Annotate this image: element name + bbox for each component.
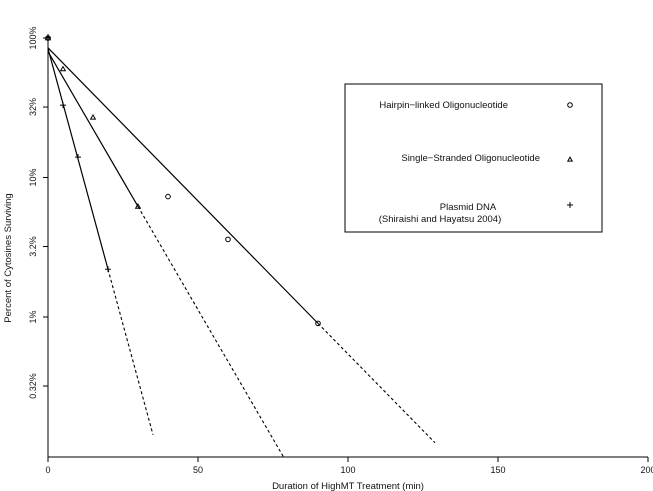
legend-label-single-stranded: Single−Stranded Oligonucleotide: [401, 153, 540, 164]
legend-marker-plus: [567, 202, 573, 208]
legend-marker-circle: [567, 102, 573, 108]
legend-box: [344, 83, 603, 233]
data-point-triangle: [89, 114, 97, 120]
legend-marker-triangle: [566, 156, 574, 162]
fit-line-solid: [47, 51, 139, 207]
legend-label-plasmid: Plasmid DNA: [440, 202, 497, 213]
axes: 0 50 100 150 200 100% 32% 10% 3.2% 1% 0.32%: [28, 26, 653, 475]
plot-area: [44, 34, 436, 458]
fit-line-dashed: [317, 322, 436, 444]
x-tick-label: 0: [45, 465, 50, 475]
y-axis-label: Percent of Cytosines Surviving: [3, 193, 14, 322]
y-tick-label: 32%: [28, 98, 38, 116]
x-tick-label: 150: [490, 465, 505, 475]
data-point-circle: [315, 320, 321, 327]
y-tick-label: 1%: [28, 310, 38, 323]
x-tick-label: 50: [193, 465, 203, 475]
x-tick-label: 100: [340, 465, 355, 475]
legend-label-hairpin: Hairpin−linked Oligonucleotide: [379, 100, 508, 111]
fit-line-solid: [47, 47, 319, 324]
data-point-circle: [165, 193, 171, 200]
legend: Hairpin−linked Oligonucleotide Single−St…: [344, 83, 603, 233]
data-point-triangle: [134, 203, 142, 209]
y-tick-label: 0.32%: [28, 373, 38, 399]
data-point-circle: [225, 236, 231, 243]
x-axis-label: Duration of HighMT Treatment (min): [272, 481, 424, 491]
fit-line-dashed: [137, 206, 285, 458]
x-tick-label: 200: [640, 465, 653, 475]
y-tick-label: 100%: [28, 26, 38, 49]
y-tick-label: 10%: [28, 168, 38, 186]
fit-line-dashed: [107, 269, 154, 435]
y-tick-label: 3.2%: [28, 236, 38, 257]
data-point-triangle: [59, 65, 67, 72]
legend-label-plasmid-citation: (Shiraishi and Hayatsu 2004): [379, 214, 502, 225]
